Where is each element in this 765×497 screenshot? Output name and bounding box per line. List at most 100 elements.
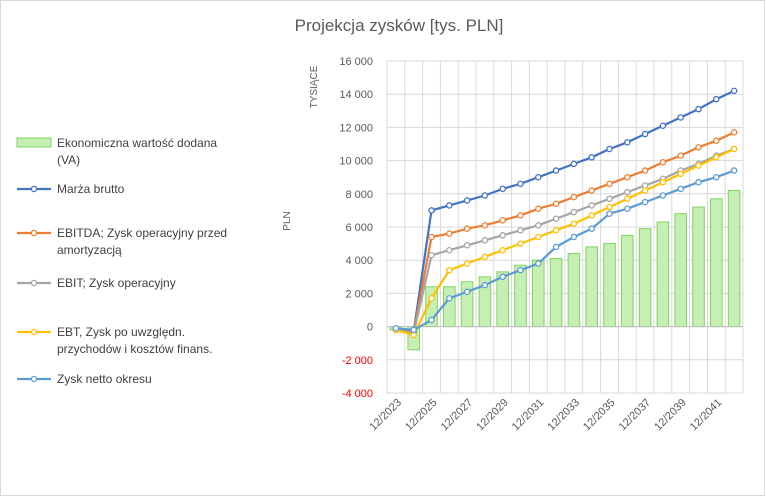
series-point-3 [606, 203, 613, 211]
legend-label: przychodów i kosztów finans. [57, 342, 212, 356]
x-tick-label: 12/2029 [474, 397, 511, 434]
y-tick-label: -4 000 [342, 388, 373, 400]
series-point-2 [499, 232, 506, 239]
series-point-4 [428, 316, 435, 324]
legend-label: EBT, Zysk po uwzględn. [57, 325, 185, 339]
y-tick-label: 12 000 [339, 122, 373, 134]
series-point-1 [641, 167, 649, 174]
series-point-2 [463, 242, 471, 249]
bar-va [727, 189, 741, 328]
bar-va [621, 234, 634, 328]
series-point-0 [428, 207, 435, 214]
series-point-2 [624, 188, 631, 196]
series-point-4 [659, 192, 667, 199]
y-tick-label: 0 [367, 322, 373, 334]
x-tick-label: 12/2033 [545, 397, 582, 434]
series-point-2 [606, 195, 613, 203]
y-tick-label: 2 000 [345, 288, 373, 300]
series-point-0 [463, 197, 471, 204]
bar-va [532, 259, 545, 328]
series-point-4 [552, 243, 560, 251]
series-point-1 [695, 144, 702, 151]
y-tick-label: 4 000 [345, 255, 373, 267]
bar-va [514, 264, 527, 328]
series-point-4 [713, 173, 720, 181]
series-point-0 [446, 202, 453, 209]
y-tick-label: 6 000 [345, 222, 373, 234]
bar-va [585, 246, 598, 328]
x-tick-label: 12/2023 [367, 397, 404, 434]
x-tick-label: 12/2039 [652, 397, 689, 434]
bar-va [443, 286, 456, 328]
x-tick-label: 12/2025 [403, 397, 440, 434]
series-point-4 [641, 198, 649, 206]
y-tick-label: 16 000 [339, 56, 373, 68]
series-point-3 [463, 260, 471, 267]
y-tick-label: 14 000 [339, 89, 373, 101]
series-point-1 [517, 212, 524, 219]
series-point-4 [463, 288, 471, 295]
series-point-0 [481, 192, 489, 199]
series-point-3 [428, 295, 435, 302]
series-point-3 [713, 154, 720, 161]
series-point-4 [624, 205, 631, 212]
series-point-1 [463, 225, 471, 232]
series-point-2 [428, 251, 435, 259]
series-point-2 [535, 222, 542, 229]
x-tick-label: 12/2037 [617, 397, 654, 434]
legend-label: Zysk netto okresu [57, 372, 152, 386]
series-point-3 [446, 266, 453, 274]
series-point-1 [499, 217, 506, 224]
series-point-4 [499, 273, 506, 281]
x-tick-label: 12/2031 [510, 397, 547, 434]
series-point-3 [624, 195, 631, 203]
legend-swatch-marker [30, 375, 38, 383]
legend-label: Marża brutto [57, 182, 125, 196]
series-point-4 [481, 281, 489, 289]
series-point-0 [535, 173, 542, 181]
y-tick-label: 8 000 [345, 189, 373, 201]
series-point-3 [677, 170, 684, 178]
series-point-4 [517, 266, 524, 274]
series-point-3 [588, 212, 595, 219]
series-point-0 [677, 114, 684, 121]
bar-va [674, 213, 687, 328]
legend-label: amortyzacją [57, 243, 122, 257]
legend-swatch-marker [30, 328, 38, 336]
series-point-1 [677, 152, 684, 159]
series-point-3 [641, 187, 649, 194]
legend-label: EBIT; Zysk operacyjny [57, 276, 176, 290]
chart-title: Projekcja zysków [tys. PLN] [295, 16, 504, 35]
series-point-2 [570, 208, 578, 216]
series-point-0 [713, 95, 720, 103]
series-point-3 [695, 162, 702, 169]
series-point-4 [677, 185, 684, 193]
series-point-4 [570, 233, 578, 241]
series-point-1 [428, 233, 435, 241]
legend-swatch-marker [30, 279, 38, 287]
series-point-4 [446, 295, 453, 302]
bar-va [656, 221, 670, 328]
series-point-0 [606, 145, 613, 153]
series-point-0 [499, 185, 506, 193]
series-point-1 [659, 159, 667, 166]
bar-va [549, 258, 563, 328]
series-point-1 [552, 200, 560, 208]
series-point-0 [517, 180, 524, 188]
series-point-0 [730, 87, 738, 95]
series-point-1 [624, 173, 631, 181]
series-point-4 [606, 210, 613, 217]
series-point-1 [606, 180, 613, 188]
series-point-3 [570, 220, 578, 227]
bar-va [638, 228, 652, 328]
series-point-4 [392, 325, 400, 332]
legend-swatch-marker [30, 185, 38, 193]
bar-va [710, 198, 723, 328]
series-point-4 [588, 225, 595, 232]
series-point-1 [713, 137, 720, 144]
series-point-2 [588, 202, 595, 209]
series-point-2 [446, 246, 453, 254]
series-point-1 [588, 187, 595, 194]
series-point-0 [588, 154, 595, 161]
